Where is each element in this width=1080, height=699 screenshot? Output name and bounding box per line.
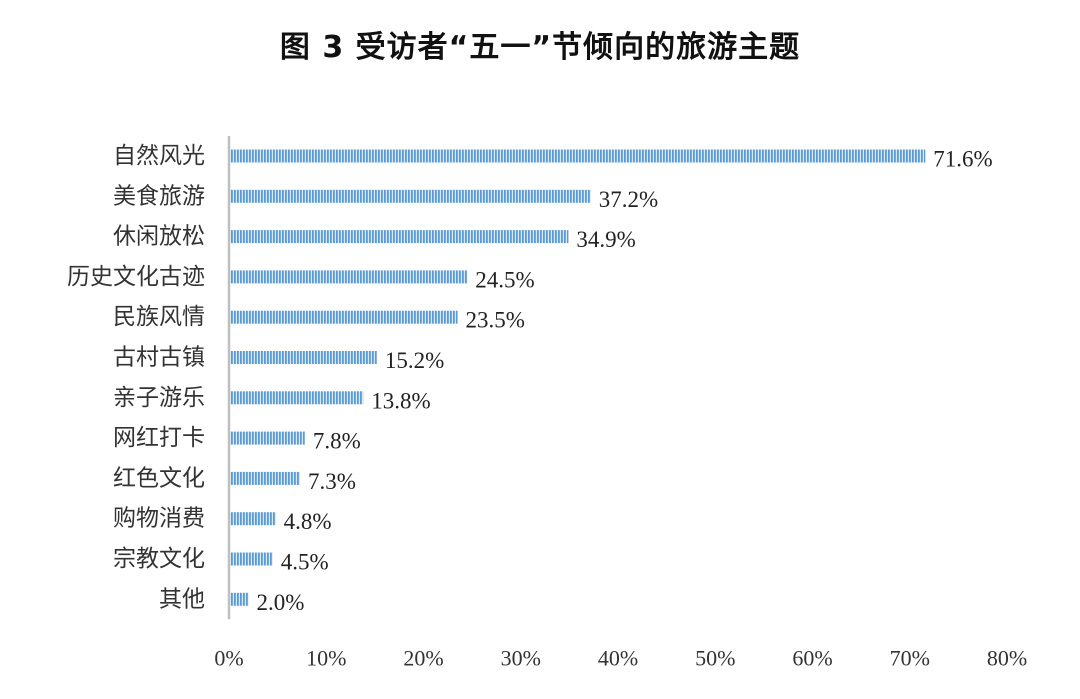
x-tick-label: 70% (890, 646, 930, 671)
bar (230, 391, 364, 405)
category-label: 宗教文化 (113, 546, 205, 572)
chart-title: 图 3 受访者“五一”节倾向的旅游主题 (279, 30, 801, 65)
bar (230, 189, 591, 203)
x-tick-label: 40% (598, 646, 638, 671)
bar (230, 149, 926, 163)
x-tick-label: 10% (306, 646, 346, 671)
data-label: 23.5% (466, 308, 525, 333)
data-label: 2.0% (256, 590, 304, 615)
x-tick-label: 30% (501, 646, 541, 671)
category-label: 亲子游乐 (113, 385, 205, 411)
category-label: 美食旅游 (113, 183, 205, 209)
category-label: 历史文化古迹 (67, 264, 205, 290)
data-label: 4.8% (284, 509, 332, 534)
bar (230, 351, 377, 364)
bar (230, 230, 569, 244)
x-tick-label: 80% (987, 646, 1027, 671)
bars-layer (230, 149, 926, 606)
bar (230, 471, 300, 485)
data-label: 37.2% (599, 187, 658, 212)
bar (230, 431, 305, 445)
labels-layer: 自然风光 71.6% 美食旅游 37.2% 休闲放松 34.9% 历史文化古迹 24.5% 民族… (67, 143, 1027, 671)
data-label: 4.5% (281, 550, 329, 575)
bar (230, 270, 468, 284)
bar (230, 512, 276, 526)
bar (230, 552, 273, 566)
category-label: 红色文化 (113, 465, 205, 491)
category-label: 网红打卡 (113, 425, 205, 451)
data-label: 7.8% (313, 429, 361, 454)
data-label: 15.2% (385, 348, 444, 373)
x-tick-label: 0% (214, 646, 243, 671)
data-label: 7.3% (308, 469, 356, 494)
data-label: 71.6% (933, 147, 992, 172)
data-label: 24.5% (475, 267, 534, 292)
bar (230, 592, 249, 606)
category-label: 购物消费 (113, 506, 205, 532)
x-tick-label: 20% (403, 646, 443, 671)
data-label: 34.9% (576, 227, 635, 252)
x-tick-label: 60% (792, 646, 832, 671)
x-tick-label: 50% (695, 646, 735, 671)
category-label: 休闲放松 (113, 224, 205, 250)
category-label: 其他 (159, 586, 205, 612)
category-label: 自然风光 (113, 143, 205, 169)
category-label: 民族风情 (113, 304, 205, 330)
category-label: 古村古镇 (113, 345, 205, 371)
data-label: 13.8% (371, 388, 430, 413)
bar (230, 310, 458, 324)
